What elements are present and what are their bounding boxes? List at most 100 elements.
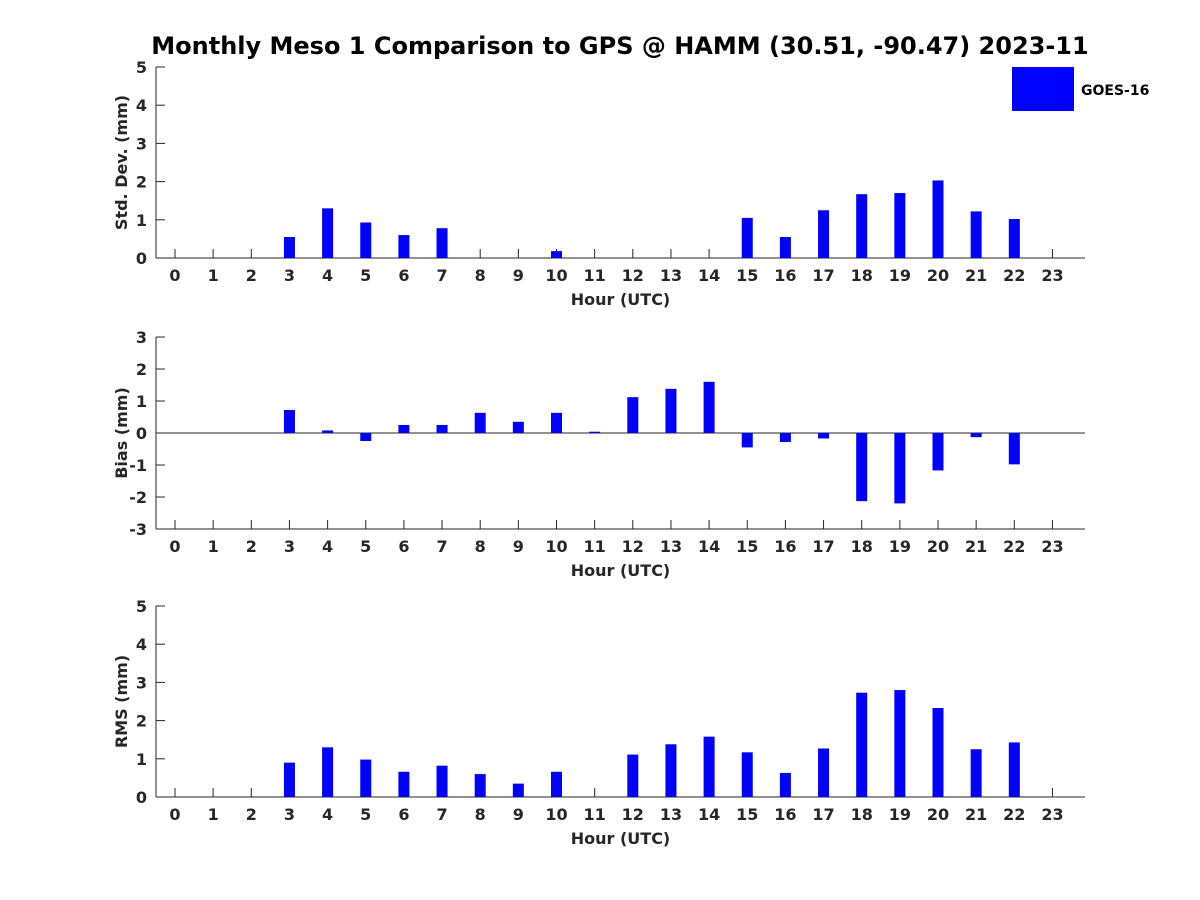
x-tick-label: 2 [246,266,257,285]
x-tick-label: 11 [584,805,606,824]
bar-hour-21 [970,749,982,797]
x-tick-label: 10 [545,805,567,824]
bar-hour-19 [894,690,906,797]
bar-hour-12 [627,754,639,797]
x-tick-label: 13 [660,805,682,824]
x-tick-label: 2 [246,537,257,556]
bar-hour-5 [360,433,372,441]
y-tick-label: 3 [136,328,147,347]
x-tick-label: 19 [889,266,911,285]
x-tick-label: 3 [284,266,295,285]
bar-hour-3 [283,409,295,433]
x-axis-label: Hour (UTC) [571,561,671,580]
x-tick-label: 19 [889,805,911,824]
x-tick-label: 6 [398,266,409,285]
x-tick-label: 17 [812,805,834,824]
x-axis-label: Hour (UTC) [571,829,671,848]
chart-title: Monthly Meso 1 Comparison to GPS @ HAMM … [151,32,1088,60]
x-tick-label: 20 [927,805,949,824]
legend: GOES-16 [1012,67,1149,111]
bar-hour-18 [856,194,868,258]
bar-hour-4 [322,747,334,797]
x-tick-label: 8 [475,805,486,824]
x-tick-label: 0 [169,537,180,556]
x-tick-label: 8 [475,537,486,556]
bar-hour-5 [360,759,372,797]
x-tick-label: 23 [1041,805,1063,824]
x-tick-label: 1 [208,537,219,556]
bar-hour-22 [1008,433,1020,465]
bar-hour-7 [436,765,448,797]
x-tick-label: 5 [360,537,371,556]
x-tick-label: 10 [545,537,567,556]
bar-hour-6 [398,235,410,258]
bar-hour-15 [741,433,753,448]
x-tick-label: 19 [889,537,911,556]
x-tick-label: 18 [851,266,873,285]
bar-hour-21 [970,433,982,438]
bar-hour-20 [932,707,944,797]
bar-hour-8 [474,774,486,797]
bar-hour-18 [856,692,868,797]
y-tick-label: 4 [136,635,147,654]
y-tick-label: 2 [136,173,147,192]
y-tick-label: 3 [136,134,147,153]
x-tick-label: 22 [1003,266,1025,285]
x-tick-label: 11 [584,537,606,556]
y-tick-label: -3 [129,520,147,539]
bar-hour-3 [283,236,295,258]
y-tick-label: 5 [136,597,147,616]
x-tick-label: 23 [1041,537,1063,556]
x-tick-label: 18 [851,805,873,824]
x-tick-label: 0 [169,266,180,285]
x-tick-label: 9 [513,805,524,824]
bar-hour-6 [398,771,410,797]
y-tick-label: 1 [136,392,147,411]
x-tick-label: 13 [660,266,682,285]
x-tick-label: 2 [246,805,257,824]
y-tick-label: 3 [136,673,147,692]
y-tick-label: 5 [136,58,147,77]
x-axis-label: Hour (UTC) [571,290,671,309]
x-tick-label: 4 [322,537,333,556]
y-axis-label: Bias (mm) [112,387,131,479]
y-tick-label: 0 [136,788,147,807]
bar-hour-16 [779,236,791,258]
bar-hour-22 [1008,219,1020,258]
x-tick-label: 20 [927,537,949,556]
bar-hour-21 [970,211,982,258]
x-tick-label: 14 [698,266,720,285]
x-tick-label: 11 [584,266,606,285]
bar-hour-7 [436,425,448,433]
x-tick-label: 1 [208,266,219,285]
x-tick-label: 13 [660,537,682,556]
x-tick-label: 4 [322,266,333,285]
x-tick-label: 21 [965,805,987,824]
x-tick-label: 17 [812,537,834,556]
x-tick-label: 8 [475,266,486,285]
bar-hour-4 [322,430,334,433]
y-tick-label: 1 [136,750,147,769]
x-tick-label: 18 [851,537,873,556]
bar-hour-10 [551,412,562,433]
x-tick-label: 15 [736,537,758,556]
x-tick-label: 14 [698,805,720,824]
x-tick-label: 1 [208,805,219,824]
bar-hour-4 [322,208,334,258]
bar-hour-17 [818,748,830,797]
x-tick-label: 7 [436,537,447,556]
bar-hour-8 [474,412,486,433]
bar-hour-12 [627,397,639,433]
bar-hour-16 [779,772,791,797]
x-tick-label: 21 [965,266,987,285]
x-tick-label: 21 [965,537,987,556]
x-tick-label: 0 [169,805,180,824]
bar-hour-10 [551,771,562,797]
bar-hour-7 [436,228,448,258]
bar-hour-13 [665,388,677,433]
